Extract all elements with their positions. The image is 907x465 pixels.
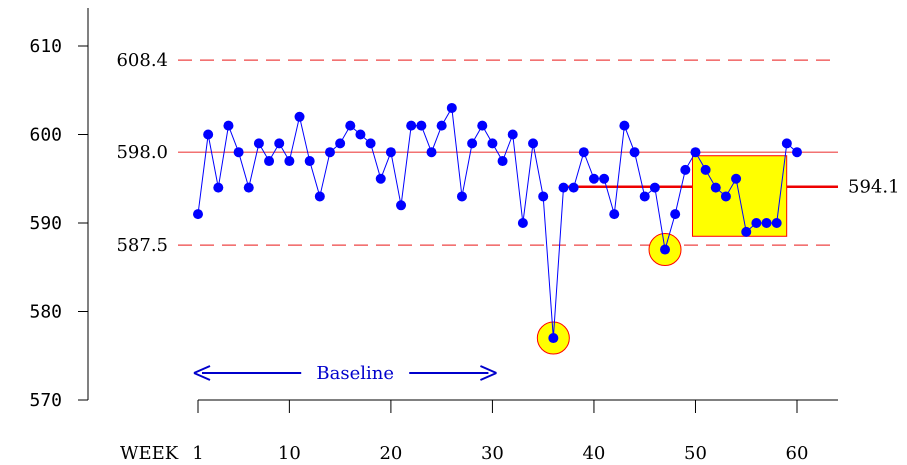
data-point (751, 218, 762, 228)
data-point (253, 138, 264, 149)
data-point (477, 120, 488, 131)
x-tick-label: 40 (582, 443, 605, 464)
data-point (426, 147, 437, 158)
data-point (294, 111, 305, 122)
data-point (213, 182, 224, 193)
x-tick-label: 50 (684, 443, 707, 464)
x-axis-title: WEEK (120, 443, 179, 464)
data-point (599, 173, 610, 184)
data-point (365, 138, 376, 149)
data-point (609, 209, 620, 220)
data-point (335, 138, 346, 149)
data-point (700, 164, 711, 175)
data-point (507, 129, 518, 140)
arrowhead-left-icon (193, 365, 211, 381)
data-point (670, 209, 681, 220)
data-point (761, 218, 772, 228)
data-point (345, 120, 356, 131)
data-point (436, 120, 447, 131)
data-point (639, 191, 650, 202)
data-point (649, 182, 660, 193)
y-tick-label: 590 (29, 213, 62, 234)
data-point (416, 120, 427, 131)
y-tick-label: 600 (29, 125, 62, 146)
data-point (446, 102, 457, 113)
data-point (517, 218, 528, 228)
data-point (720, 191, 731, 202)
data-point (314, 191, 325, 202)
reference-line-label: 598.0 (116, 142, 168, 163)
data-point (406, 120, 417, 131)
data-point (467, 138, 478, 149)
data-point (731, 173, 742, 184)
x-tick-label: 20 (379, 443, 402, 464)
data-point (497, 156, 508, 167)
data-point (538, 191, 549, 202)
data-point (629, 147, 640, 158)
data-point (304, 156, 315, 167)
data-point (792, 147, 802, 158)
data-point (375, 173, 386, 184)
reference-line-label: 587.5 (116, 235, 168, 256)
data-point (588, 173, 599, 184)
x-tick-label: 10 (278, 443, 301, 464)
data-point (578, 147, 589, 158)
data-point (710, 182, 721, 193)
data-point (456, 191, 467, 202)
y-tick-label: 570 (29, 390, 62, 411)
baseline-label: Baseline (316, 363, 394, 384)
data-point (355, 129, 366, 140)
data-point (619, 120, 630, 131)
data-point (558, 182, 569, 193)
axes (87, 8, 838, 401)
data-point (680, 164, 691, 175)
data-point (223, 120, 234, 131)
data-point (243, 182, 254, 193)
data-point (741, 226, 752, 237)
data-point (233, 147, 244, 158)
reference-line-label: 608.4 (116, 50, 168, 71)
data-point (396, 200, 407, 211)
data-point (487, 138, 498, 149)
data-point (324, 147, 335, 158)
data-point (203, 129, 214, 140)
data-point (771, 218, 782, 228)
y-axis-ticks: 570 580 590 600 610 (29, 36, 88, 411)
y-tick-label: 580 (29, 302, 62, 323)
data-point (193, 209, 203, 220)
data-point (264, 156, 275, 167)
x-axis-ticks: 1 10 20 30 40 50 60 (192, 400, 808, 464)
data-point (548, 333, 559, 344)
x-tick-label: 30 (481, 443, 504, 464)
data-point (528, 138, 539, 149)
arrowhead-right-icon (480, 365, 497, 381)
y-tick-label: 610 (29, 36, 62, 57)
data-series (193, 102, 802, 344)
data-point (385, 147, 396, 158)
data-point (781, 138, 792, 149)
x-tick-label: 60 (786, 443, 809, 464)
x-tick-label: 1 (192, 443, 203, 464)
data-point (568, 182, 579, 193)
mean-line-label: 594.1 (848, 177, 900, 198)
data-point (274, 138, 285, 149)
data-point (660, 244, 671, 255)
data-point (284, 156, 295, 167)
baseline-annotation: Baseline (193, 363, 497, 384)
data-point (690, 147, 701, 158)
